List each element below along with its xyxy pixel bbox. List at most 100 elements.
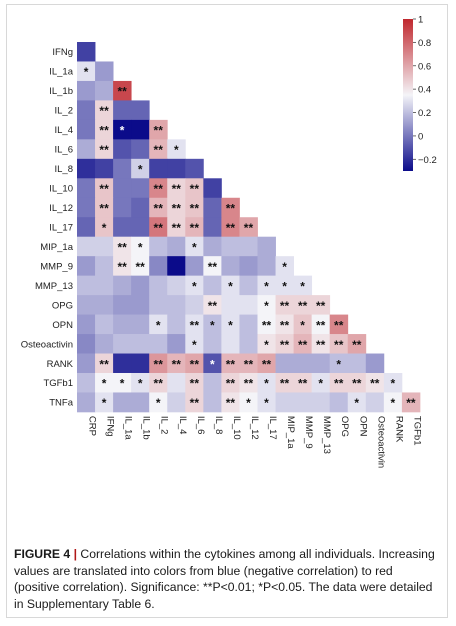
heatmap-cell <box>167 158 186 179</box>
significance-marker: ** <box>190 221 200 235</box>
significance-marker: ** <box>172 221 182 235</box>
significance-marker: ** <box>334 338 344 352</box>
significance-marker: * <box>174 143 179 157</box>
significance-marker: ** <box>334 318 344 332</box>
row-label: MMP_9 <box>40 261 73 272</box>
heatmap-cell <box>77 119 96 140</box>
heatmap-cell <box>113 392 132 413</box>
significance-marker: * <box>156 318 161 332</box>
colorbar-tick-label: 0 <box>418 131 423 142</box>
heatmap-cell <box>257 295 276 315</box>
significance-marker: * <box>228 279 233 293</box>
heatmap-cell <box>203 256 222 277</box>
heatmap-cell <box>149 158 168 179</box>
heatmap-cell <box>257 256 276 277</box>
heatmap-cell <box>149 217 168 238</box>
significance-marker: * <box>282 260 287 274</box>
heatmap-cell <box>95 139 114 160</box>
significance-marker: ** <box>99 143 109 157</box>
column-label: CRP <box>87 416 98 436</box>
significance-marker: * <box>192 338 197 352</box>
heatmap-cell <box>203 334 222 354</box>
heatmap-cell <box>77 139 96 160</box>
heatmap-cell <box>113 119 132 140</box>
significance-marker: ** <box>117 240 127 254</box>
heatmap-cell <box>203 392 222 413</box>
heatmap-cell <box>131 236 150 257</box>
heatmap-cell <box>113 217 132 238</box>
heatmap-cell <box>113 139 132 160</box>
heatmap-cell <box>221 275 240 296</box>
heatmap-cell <box>203 197 222 218</box>
heatmap-cell <box>149 334 168 354</box>
significance-marker: ** <box>316 318 326 332</box>
significance-marker: ** <box>244 357 254 371</box>
significance-marker: ** <box>370 377 380 391</box>
heatmap-cell <box>239 236 258 257</box>
heatmap-cell <box>149 139 168 160</box>
heatmap-cell <box>239 353 258 374</box>
heatmap-cell <box>185 334 204 354</box>
significance-marker: * <box>156 396 161 410</box>
heatmap-cell <box>365 353 385 374</box>
heatmap-cell <box>239 372 258 393</box>
heatmap-cell <box>239 314 258 335</box>
significance-marker: ** <box>172 202 182 216</box>
heatmap-cell <box>221 353 240 374</box>
heatmap-cell <box>167 353 186 374</box>
row-label: OPG <box>52 300 73 311</box>
heatmap-cell <box>167 372 186 393</box>
heatmap-cell <box>131 275 150 296</box>
heatmap-cell <box>113 236 132 257</box>
heatmap-cell <box>77 42 96 62</box>
significance-marker: * <box>318 377 323 391</box>
column-label: IL_8 <box>213 416 224 435</box>
heatmap-cell <box>95 119 114 140</box>
heatmap-cell <box>311 353 331 374</box>
significance-marker: ** <box>316 299 326 313</box>
significance-marker: ** <box>99 104 109 118</box>
row-label: RANK <box>47 359 74 370</box>
heatmap-cell <box>77 256 96 277</box>
heatmap-cell <box>77 178 96 199</box>
heatmap-cell <box>167 178 186 199</box>
heatmap-cell <box>95 372 114 393</box>
significance-marker: ** <box>298 299 308 313</box>
significance-marker: ** <box>190 377 200 391</box>
significance-marker: ** <box>280 377 290 391</box>
colorbar-tick-label: 1 <box>418 15 423 26</box>
heatmap-cell <box>113 295 132 315</box>
colorbar-tick-label: 0.6 <box>418 61 431 72</box>
heatmap-cell <box>257 392 276 413</box>
heatmap-cell <box>167 217 186 238</box>
significance-marker: ** <box>190 182 200 196</box>
significance-marker: * <box>282 279 287 293</box>
heatmap-cell <box>347 392 367 413</box>
heatmap-cell <box>329 353 349 374</box>
heatmap-cell <box>257 314 276 335</box>
significance-marker: * <box>246 396 251 410</box>
significance-marker: ** <box>406 396 416 410</box>
significance-marker: * <box>102 221 107 235</box>
heatmap-cell <box>131 197 150 218</box>
colorbar: 1 0.8 0.6 0.4 0.2 0 −0.2 <box>403 15 437 171</box>
significance-marker: ** <box>99 202 109 216</box>
significance-marker: * <box>264 299 269 313</box>
significance-marker: ** <box>226 202 236 216</box>
heatmap-cell <box>77 295 96 315</box>
heatmap-cell <box>113 275 132 296</box>
column-label: OPG <box>339 416 350 437</box>
heatmap-cell <box>131 119 150 140</box>
heatmap-cell <box>77 353 96 374</box>
significance-marker: ** <box>226 221 236 235</box>
heatmap-cell <box>149 295 168 315</box>
significance-marker: ** <box>117 260 127 274</box>
significance-marker: * <box>192 240 197 254</box>
heatmap-cell <box>77 236 96 257</box>
significance-marker: ** <box>208 260 218 274</box>
heatmap-cell <box>95 275 114 296</box>
colorbar-tick-label: −0.2 <box>418 155 437 166</box>
heatmap-cell <box>293 295 313 315</box>
heatmap-cell <box>131 353 150 374</box>
significance-marker: ** <box>298 377 308 391</box>
